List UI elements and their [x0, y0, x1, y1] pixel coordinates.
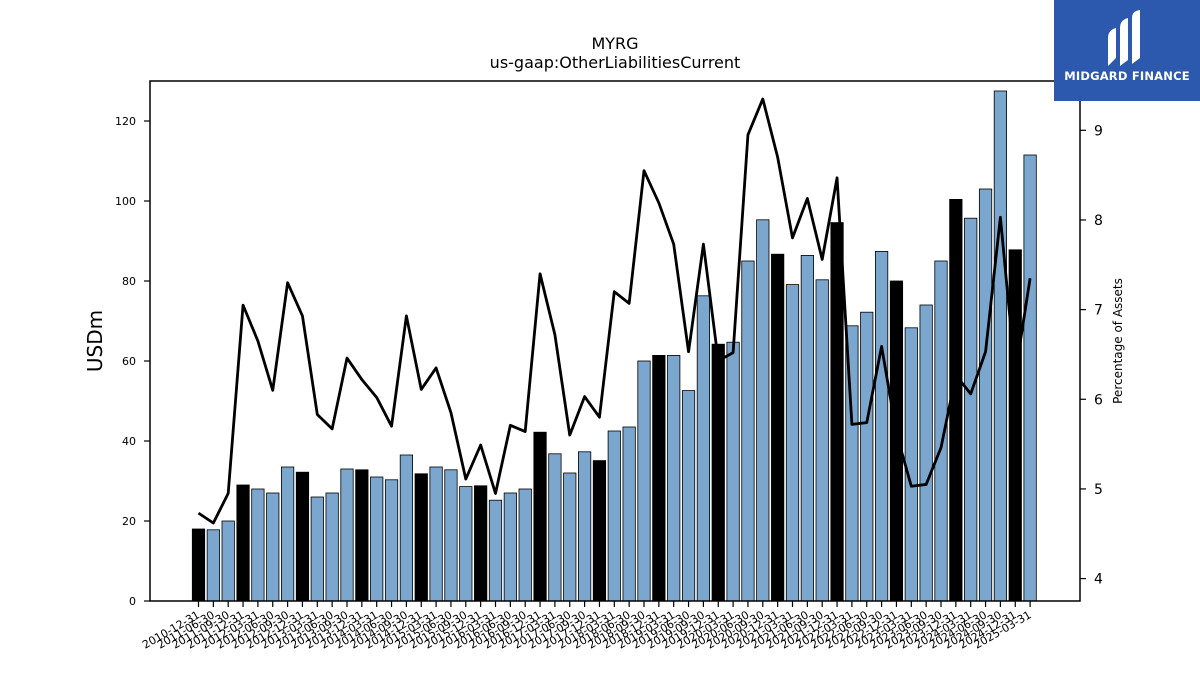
bar	[251, 488, 265, 602]
bar	[711, 343, 725, 602]
line-group	[197, 97, 1032, 525]
bar	[384, 479, 399, 602]
bar	[1023, 154, 1037, 602]
bar	[607, 430, 621, 602]
bar	[533, 431, 547, 602]
bar	[993, 90, 1008, 602]
bar	[771, 253, 785, 602]
bar	[622, 426, 636, 602]
bar	[652, 354, 666, 602]
plot-frame	[149, 80, 1081, 602]
y-axis-right: 4 5 6 7 8 9	[1080, 123, 1103, 588]
bar	[340, 468, 354, 602]
bar	[503, 492, 517, 602]
bar	[592, 460, 607, 602]
chart-subtitle: us-gaap:OtherLiabilitiesCurrent	[490, 53, 741, 72]
y-tick-label: 0	[129, 595, 136, 608]
bar	[325, 492, 339, 602]
bar	[785, 284, 800, 602]
y-right-tick-label: 8	[1094, 213, 1103, 229]
bar	[919, 304, 933, 602]
bar	[889, 280, 904, 602]
bar	[399, 454, 414, 602]
bar	[266, 492, 280, 602]
bar	[548, 453, 562, 602]
bar	[518, 488, 532, 602]
bar	[370, 476, 384, 602]
bar	[815, 279, 829, 602]
bar	[414, 473, 428, 602]
y-tick-label: 120	[115, 115, 136, 128]
brand-name: MIDGARD FINANCE	[1064, 69, 1190, 83]
bar	[681, 390, 696, 602]
y-right-tick-label: 9	[1094, 123, 1103, 139]
bar	[578, 451, 592, 602]
bar	[280, 466, 295, 602]
bar	[563, 472, 577, 602]
bar	[741, 260, 755, 602]
bar	[444, 469, 458, 602]
chart-title: MYRG	[591, 34, 638, 53]
bar	[310, 496, 324, 602]
bar	[978, 188, 993, 602]
bar	[830, 222, 844, 602]
bar	[1008, 249, 1022, 602]
bars-group	[191, 90, 1037, 602]
brand-logo: MIDGARD FINANCE	[1054, 0, 1200, 101]
midgard-logo-icon	[1108, 10, 1140, 66]
x-axis: 2010-12-312011-06-302011-09-302011-12-31…	[140, 601, 1034, 652]
y-tick-label: 100	[115, 195, 136, 208]
bar	[756, 219, 770, 602]
y-tick-label: 60	[122, 355, 136, 368]
series-line	[197, 97, 1032, 525]
bar	[726, 341, 740, 602]
bar	[429, 466, 443, 602]
bar	[221, 520, 235, 602]
bar	[206, 529, 220, 602]
y-tick-label: 40	[122, 435, 136, 448]
bar	[904, 327, 918, 602]
y-right-tick-label: 7	[1094, 303, 1103, 319]
bar	[875, 250, 889, 602]
bar	[236, 484, 250, 602]
y-axis-label: USDm	[83, 310, 107, 372]
bar	[667, 354, 681, 602]
bar	[355, 469, 369, 602]
bar	[860, 311, 874, 602]
y-right-tick-label: 4	[1094, 572, 1103, 588]
bar	[474, 485, 488, 602]
bar	[459, 486, 473, 602]
bar	[964, 217, 978, 602]
bar	[191, 528, 206, 602]
y-right-tick-label: 6	[1094, 392, 1103, 408]
y-axis-left: 0 20 40 60 80 100 120	[115, 115, 150, 608]
bar	[637, 360, 651, 602]
y-tick-label: 20	[122, 515, 136, 528]
y-tick-label: 80	[122, 275, 136, 288]
bar	[295, 471, 310, 602]
y-right-tick-label: 5	[1094, 482, 1103, 498]
bar	[488, 499, 503, 602]
y-axis-right-label: Percentage of Assets	[1111, 278, 1125, 404]
bar	[800, 254, 814, 602]
bar	[696, 295, 711, 602]
